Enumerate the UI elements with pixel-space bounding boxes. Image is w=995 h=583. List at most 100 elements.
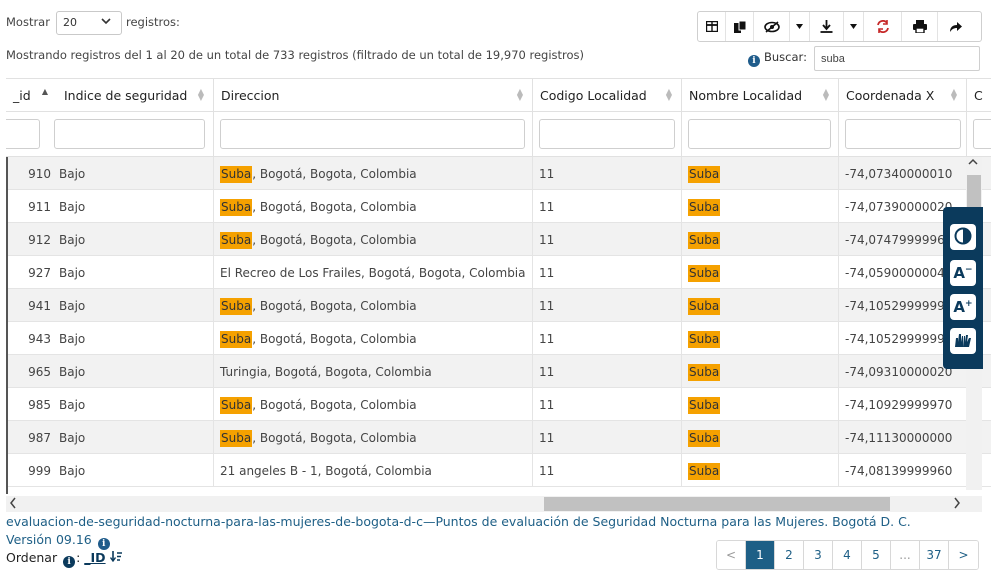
column-visibility-dropdown[interactable]	[790, 12, 810, 41]
decrease-font-button[interactable]: A−	[950, 260, 976, 286]
column-divider	[532, 388, 533, 421]
search-highlight: Suba	[688, 364, 721, 381]
increase-font-icon: A+	[953, 298, 973, 316]
table-controls: Mostrar 20 registros:	[0, 0, 995, 78]
column-divider	[532, 355, 533, 388]
filter-input-nombre[interactable]	[688, 119, 831, 149]
dataset-link[interactable]: evaluacion-de-seguridad-nocturna-para-la…	[6, 514, 911, 529]
cell-direccion: Suba, Bogotá, Bogota, Colombia	[213, 421, 532, 453]
column-divider	[532, 289, 533, 322]
cell-nombre: Suba	[681, 289, 838, 321]
filter-input-direccion[interactable]	[220, 119, 525, 149]
search-highlight: Suba	[220, 232, 253, 249]
cell-codigo: 11	[539, 365, 555, 379]
table-row[interactable]: 985 Bajo Suba, Bogotá, Bogota, Colombia 11 S…	[6, 388, 991, 421]
filter-cell	[681, 112, 838, 157]
search-highlight: Suba	[220, 298, 253, 315]
increase-font-button[interactable]: A+	[950, 294, 976, 320]
sign-language-button[interactable]	[950, 328, 976, 354]
table-row[interactable]: 911 Bajo Suba, Bogotá, Bogota, Colombia 11 S…	[6, 190, 991, 223]
cell-nombre: Suba	[681, 256, 838, 288]
search-input[interactable]	[814, 46, 980, 71]
cell-nombre: Suba	[681, 223, 838, 255]
pagination-page-2[interactable]: 2	[775, 541, 804, 569]
filter-input-coord-x[interactable]	[845, 119, 961, 149]
table-row[interactable]: 965 Bajo Turingia, Bogotá, Bogota, Colombi…	[6, 355, 991, 388]
pagination-prev[interactable]: <	[717, 541, 746, 569]
column-divider	[213, 388, 214, 421]
cell-nombre: Suba	[681, 388, 838, 420]
page-length-value: 20	[63, 16, 77, 29]
pagination-next[interactable]: >	[949, 541, 978, 569]
share-button[interactable]	[938, 12, 972, 41]
cell-direccion: Suba, Bogotá, Bogota, Colombia	[213, 190, 532, 222]
scroll-up-arrow-icon[interactable]	[968, 158, 978, 168]
column-divider	[681, 190, 682, 223]
pagination-page-5[interactable]: 5	[862, 541, 891, 569]
cell-id: 911	[28, 200, 51, 214]
table-row[interactable]: 941 Bajo Suba, Bogotá, Bogota, Colombia 11 S…	[6, 289, 991, 322]
column-divider	[838, 289, 839, 322]
horizontal-scrollbar-thumb[interactable]	[544, 497, 890, 511]
pagination-page-last[interactable]: 37	[920, 541, 949, 569]
cell-direccion: 21 angeles B - 1, Bogotá, Colombia	[213, 454, 532, 486]
table-row[interactable]: 912 Bajo Suba, Bogotá, Bogota, Colombia 11 S…	[6, 223, 991, 256]
filter-cell	[532, 112, 681, 157]
pagination-page-4[interactable]: 4	[833, 541, 862, 569]
info-icon[interactable]: i	[97, 538, 110, 550]
filter-input-id[interactable]	[6, 119, 40, 149]
column-header-coord-x[interactable]: Coordenada X ▲ ▼	[838, 79, 966, 112]
copy-button[interactable]	[726, 12, 754, 41]
search-highlight: Suba	[688, 166, 721, 183]
direccion-text: , Bogotá, Bogota, Colombia	[252, 200, 417, 214]
contrast-button[interactable]	[950, 224, 976, 250]
download-dropdown[interactable]	[844, 12, 864, 41]
refresh-button[interactable]	[864, 12, 902, 41]
table-row[interactable]: 943 Bajo Suba, Bogotá, Bogota, Colombia 11 S…	[6, 322, 991, 355]
table-row[interactable]: 910 Bajo Suba, Bogotá, Bogota, Colombia 11 S…	[6, 157, 991, 190]
pagination-page-3[interactable]: 3	[804, 541, 833, 569]
cell-id: 987	[28, 431, 51, 445]
print-button[interactable]	[902, 12, 938, 41]
search-label: i Buscar:	[748, 50, 807, 67]
scroll-left-arrow-icon[interactable]	[9, 497, 17, 512]
column-visibility-button[interactable]	[754, 12, 790, 41]
info-icon[interactable]: i	[63, 556, 76, 568]
cell-coord-x: -74,10529999990	[845, 299, 953, 313]
caret-down-icon	[850, 24, 857, 29]
sort-key[interactable]: _ID	[84, 550, 106, 565]
direccion-text: 21 angeles B - 1, Bogotá, Colombia	[220, 464, 432, 478]
column-header-indice[interactable]: Indice de seguridad ▲ ▼	[57, 79, 213, 112]
cell-coord-x: -74,05900000040	[845, 266, 953, 280]
column-label: Codigo Localidad	[540, 88, 647, 103]
pagination-page-1[interactable]: 1	[746, 541, 775, 569]
direccion-text: , Bogotá, Bogota, Colombia	[252, 299, 417, 313]
download-button[interactable]	[810, 12, 844, 41]
cell-nombre: Suba	[681, 421, 838, 453]
column-header-next[interactable]: C	[966, 79, 991, 112]
column-label: Nombre Localidad	[689, 88, 803, 103]
column-header-id[interactable]: _id ▲	[6, 79, 57, 112]
cell-coord-x: -74,10929999970	[845, 398, 953, 412]
column-header-nombre[interactable]: Nombre Localidad ▲ ▼	[681, 79, 838, 112]
share-icon	[949, 21, 962, 33]
cell-indice: Bajo	[59, 398, 86, 412]
column-divider	[838, 421, 839, 454]
filter-input-next[interactable]	[973, 119, 991, 149]
accessibility-toolbar: A− A+	[943, 207, 983, 369]
direccion-text: , Bogotá, Bogota, Colombia	[252, 233, 417, 247]
column-divider	[213, 322, 214, 355]
table-row[interactable]: 987 Bajo Suba, Bogotá, Bogota, Colombia 11 S…	[6, 421, 991, 454]
scroll-right-arrow-icon[interactable]	[953, 497, 961, 512]
filter-input-indice[interactable]	[54, 119, 205, 149]
cell-codigo: 11	[539, 233, 555, 247]
pagination-ellipsis: ...	[891, 541, 920, 569]
column-header-codigo[interactable]: Codigo Localidad ▲ ▼	[532, 79, 681, 112]
chevron-down-icon	[101, 16, 111, 29]
table-view-button[interactable]	[698, 12, 726, 41]
table-row[interactable]: 999 Bajo 21 angeles B - 1, Bogotá, Colombi…	[6, 454, 991, 487]
page-length-select[interactable]: 20	[56, 11, 122, 35]
table-row[interactable]: 927 Bajo El Recreo de Los Frailes, Bogotá,…	[6, 256, 991, 289]
filter-input-codigo[interactable]	[539, 119, 675, 149]
column-header-direccion[interactable]: Direccion ▲ ▼	[213, 79, 532, 112]
